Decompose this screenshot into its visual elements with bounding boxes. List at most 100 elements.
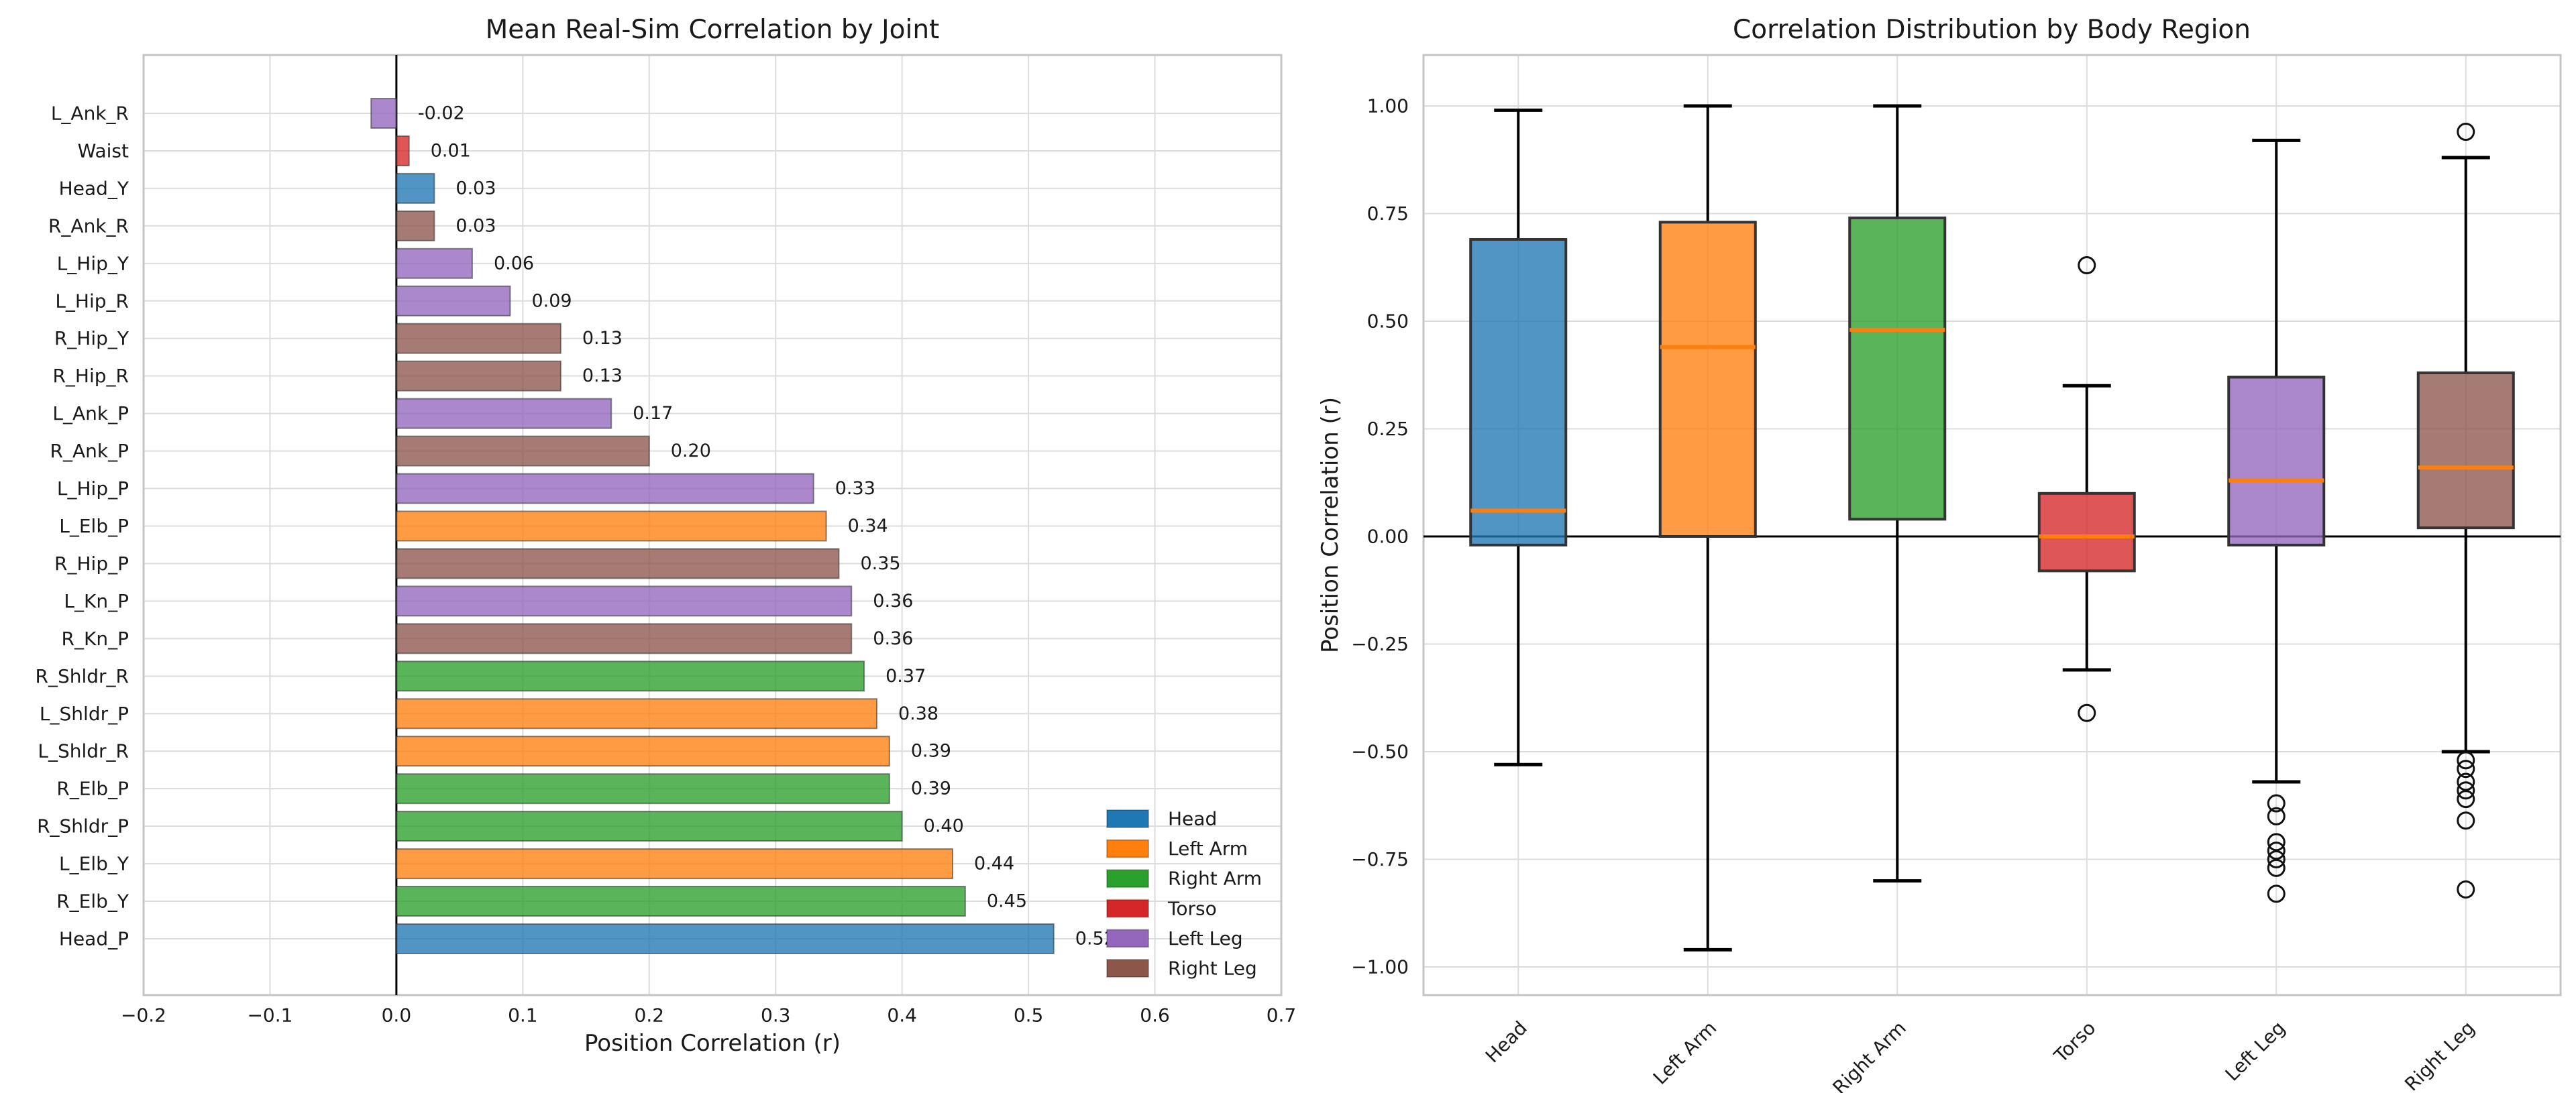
y-tick-label-joint: Head_P xyxy=(59,928,129,950)
bar-L_Hip_P xyxy=(395,473,814,504)
legend-label: Left Leg xyxy=(1168,927,1243,950)
box-Left-Arm xyxy=(1658,221,1757,538)
bar-plot-frame xyxy=(142,54,1283,996)
x-tick-label: −0.1 xyxy=(247,1004,292,1027)
y-tick-label-joint: Head_Y xyxy=(59,177,129,199)
bar-Head_P xyxy=(395,923,1055,954)
x-tick-label: 0.0 xyxy=(382,1004,412,1027)
box-y-tick-label: 0.75 xyxy=(1367,203,1409,225)
outlier-Right-Leg xyxy=(2457,760,2475,779)
bar-R_Hip_R xyxy=(395,360,561,392)
outlier-Left-Leg xyxy=(2267,794,2286,813)
y-tick-label-joint: R_Ank_R xyxy=(48,215,129,237)
bar-value-label: 0.45 xyxy=(987,891,1027,912)
bar-R_Shldr_R xyxy=(395,660,865,692)
bar-value-label: -0.02 xyxy=(418,103,465,124)
y-tick-label-joint: L_Ank_P xyxy=(52,402,129,424)
legend-swatch-Left-Leg xyxy=(1106,929,1149,948)
outlier-Right-Leg xyxy=(2457,811,2475,830)
x-tick-label: −0.2 xyxy=(121,1004,166,1027)
bar-L_Hip_Y xyxy=(395,247,473,279)
outlier-Torso xyxy=(2078,256,2096,275)
bar-value-label: 0.17 xyxy=(633,403,673,424)
bar-value-label: 0.44 xyxy=(974,854,1014,874)
bar-value-label: 0.39 xyxy=(911,779,951,799)
box-y-tick-label: 0.25 xyxy=(1367,418,1409,440)
bar-value-label: 0.38 xyxy=(898,703,938,724)
x-tick-label: 0.2 xyxy=(635,1004,665,1027)
y-tick-label-joint: R_Shldr_P xyxy=(37,815,129,838)
outlier-Left-Leg xyxy=(2267,858,2286,877)
box-x-tick-label: Torso xyxy=(2049,1017,2100,1067)
box-x-tick-label: Head xyxy=(1481,1017,1532,1067)
outlier-Right-Leg xyxy=(2457,772,2475,791)
box-y-tick-label: −0.25 xyxy=(1351,633,1409,655)
y-tick-label-joint: L_Ank_R xyxy=(51,103,129,125)
outlier-Left-Leg xyxy=(2267,833,2286,852)
box-chart-title: Correlation Distribution by Body Region xyxy=(1733,15,2251,45)
box-Torso xyxy=(2037,492,2136,573)
bar-R_Elb_P xyxy=(395,773,890,805)
legend-label: Right Arm xyxy=(1168,868,1262,890)
bar-L_Ank_R xyxy=(370,98,397,129)
legend-swatch-Right-Leg xyxy=(1106,959,1149,978)
x-tick-label: 0.1 xyxy=(508,1004,538,1027)
bar-R_Ank_R xyxy=(395,210,435,241)
y-tick-label-joint: L_Kn_P xyxy=(64,590,129,612)
bar-value-label: 0.35 xyxy=(860,553,900,574)
y-tick-label-joint: L_Hip_P xyxy=(57,477,129,500)
bar-value-label: 0.03 xyxy=(455,178,496,198)
y-tick-label-joint: L_Elb_Y xyxy=(59,853,129,875)
x-tick-label: 0.3 xyxy=(761,1004,791,1027)
legend-swatch-Head xyxy=(1106,809,1149,828)
legend-label: Torso xyxy=(1167,897,1217,919)
y-tick-label-joint: R_Hip_R xyxy=(52,365,129,387)
y-tick-label-joint: R_Hip_P xyxy=(54,553,129,575)
outlier-Torso xyxy=(2078,703,2096,722)
box-Left-Leg xyxy=(2227,376,2326,546)
box-y-tick-label: −0.50 xyxy=(1351,741,1409,763)
box-x-tick-label: Left Leg xyxy=(2221,1017,2290,1085)
bar-chart-title: Mean Real-Sim Correlation by Joint xyxy=(485,15,940,45)
bar-R_Ank_P xyxy=(395,435,650,467)
legend-label: Left Arm xyxy=(1168,838,1248,860)
x-tick-label: 0.4 xyxy=(887,1004,917,1027)
y-tick-label-joint: L_Hip_R xyxy=(55,290,129,312)
outlier-Right-Leg xyxy=(2457,751,2475,770)
bar-value-label: 0.40 xyxy=(924,816,964,837)
y-tick-label-joint: L_Hip_Y xyxy=(57,252,129,274)
bar-value-label: 0.36 xyxy=(873,628,913,649)
legend-swatch-Torso xyxy=(1106,899,1149,918)
box-y-tick-label: 0.00 xyxy=(1367,526,1409,548)
bar-value-label: 0.13 xyxy=(582,328,623,349)
bar-value-label: 0.03 xyxy=(455,215,496,236)
bar-Head_Y xyxy=(395,172,435,204)
box-x-tick-label: Right Leg xyxy=(2400,1017,2479,1093)
bar-value-label: 0.01 xyxy=(431,140,471,161)
y-tick-label-joint: L_Shldr_P xyxy=(40,703,129,725)
bar-L_Elb_P xyxy=(395,510,827,542)
box-y-tick-label: −0.75 xyxy=(1351,848,1409,870)
y-tick-label-joint: R_Elb_Y xyxy=(56,890,129,913)
bar-L_Shldr_P xyxy=(395,698,877,730)
outlier-Left-Leg xyxy=(2267,884,2286,903)
legend-label: Head xyxy=(1168,808,1217,830)
y-tick-label-joint: R_Hip_Y xyxy=(54,327,129,349)
bar-R_Kn_P xyxy=(395,623,853,654)
outlier-Left-Leg xyxy=(2267,850,2286,868)
x-tick-label: 0.6 xyxy=(1140,1004,1170,1027)
box-y-tick-label: 0.50 xyxy=(1367,310,1409,333)
bar-chart-xlabel: Position Correlation (r) xyxy=(584,1030,841,1057)
y-tick-label-joint: R_Shldr_R xyxy=(36,665,129,687)
outlier-Right-Leg xyxy=(2457,123,2475,141)
box-plot-frame xyxy=(1422,54,2562,996)
bar-R_Elb_Y xyxy=(395,886,966,917)
outlier-Right-Leg xyxy=(2457,880,2475,899)
outlier-Left-Leg xyxy=(2267,842,2286,860)
legend-swatch-Left-Arm xyxy=(1106,839,1149,858)
y-tick-label-joint: L_Shldr_R xyxy=(38,740,129,762)
bar-value-label: 0.36 xyxy=(873,591,913,612)
box-x-tick-label: Left Arm xyxy=(1649,1017,1721,1089)
bar-L_Hip_R xyxy=(395,285,511,317)
